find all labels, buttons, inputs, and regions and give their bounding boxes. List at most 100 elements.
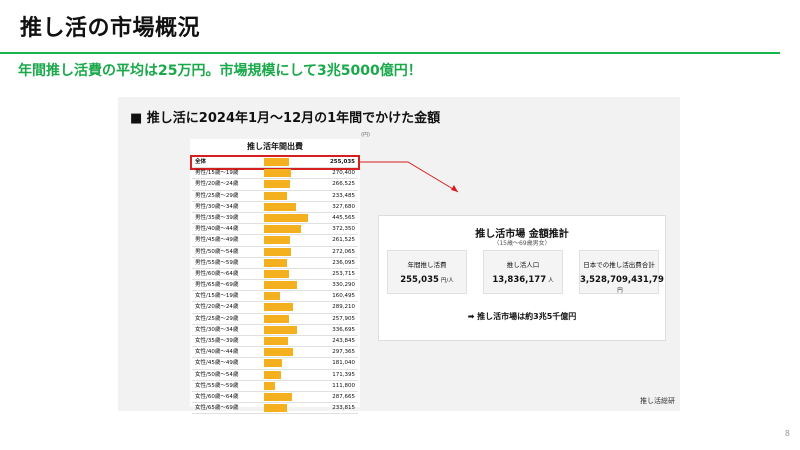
metric-label: 年間推し活費 <box>407 261 447 269</box>
spending-bar <box>264 292 280 301</box>
row-value: 270,400 <box>332 170 355 177</box>
spending-bar <box>264 191 288 200</box>
metric-unit: 円/人 <box>440 278 454 284</box>
spending-bar <box>264 269 290 278</box>
row-value: 181,040 <box>332 360 355 367</box>
metric-value: 3,528,709,431,79 <box>580 275 664 285</box>
table-unit: (円) <box>361 132 370 138</box>
table-row: 男性/35歳～39歳 445,565 <box>192 213 358 225</box>
row-value: 257,905 <box>332 315 355 322</box>
row-value: 372,350 <box>332 226 355 233</box>
spending-bar <box>264 236 290 245</box>
table-row: 男性/45歳～49歳 261,525 <box>192 235 358 247</box>
row-value: 445,565 <box>332 214 355 221</box>
table-row: 男性/55歳～59歳 236,095 <box>192 258 358 269</box>
title-divider <box>0 52 780 54</box>
row-label: 男性/35歳～39歳 <box>195 214 239 221</box>
connector-arrow <box>360 161 459 193</box>
row-label: 男性/20歳～24歳 <box>195 181 239 188</box>
table-row: 女性/50歳～54歳 171,395 <box>192 370 358 381</box>
market-conclusion: ➡ 推し活市場は約3兆5千億円 <box>467 312 577 321</box>
table-row: 男性/20歳～24歳 266,525 <box>192 179 358 191</box>
row-value: 327,680 <box>332 203 355 210</box>
source-label: 推し活総研 <box>640 397 675 405</box>
row-value: 261,525 <box>332 237 355 244</box>
row-label: 男性/40歳～44歳 <box>195 226 239 233</box>
row-value: 289,210 <box>332 304 355 311</box>
row-value: 171,395 <box>332 371 355 378</box>
table-row: 男性/40歳～44歳 372,350 <box>192 224 358 236</box>
table-row: 女性/15歳～19歳 160,495 <box>192 291 358 303</box>
metric-value: 13,836,177 <box>492 275 547 285</box>
table-rows: 全体 255,035 男性/15歳～19歳 270,400 男性/20歳～24歳 266,… <box>190 154 360 415</box>
spending-bar <box>264 359 282 368</box>
spending-bar <box>264 314 290 323</box>
row-value: 272,065 <box>332 248 355 255</box>
row-label: 男性/60歳～64歳 <box>195 270 239 277</box>
row-label: 女性/60歳～64歳 <box>195 393 239 400</box>
spending-bar <box>264 325 298 334</box>
row-value: 160,495 <box>332 293 355 300</box>
metric-card: 日本での推し活出費合計 3,528,709,431,79 円 <box>579 250 664 295</box>
table-row: 全体 255,035 <box>190 154 360 171</box>
row-value: 236,095 <box>332 259 355 266</box>
metric-label: 日本での推し活出費合計 <box>583 261 655 269</box>
metric-value-wrap: 255,035 円/人 <box>388 275 466 285</box>
spending-bar <box>264 247 291 256</box>
table-row: 男性/15歳～19歳 270,400 <box>192 168 358 180</box>
row-value: 297,365 <box>332 349 355 356</box>
metric-label: 推し活人口 <box>506 261 540 269</box>
table-row: 女性/60歳～64歳 287,665 <box>192 392 358 404</box>
row-label: 女性/30歳～34歳 <box>195 326 239 333</box>
row-label: 男性/65歳～69歳 <box>195 282 239 289</box>
row-value: 253,715 <box>332 270 355 277</box>
metric-value: 255,035 <box>400 275 439 285</box>
row-label: 全体 <box>195 159 207 165</box>
table-row: 男性/60歳～64歳 253,715 <box>192 269 358 281</box>
table-row: 女性/30歳～34歳 336,695 <box>192 325 358 336</box>
metric-unit: 人 <box>548 278 554 284</box>
spending-bar <box>264 392 293 401</box>
table-row: 男性/65歳～69歳 330,290 <box>192 280 358 292</box>
row-value: 111,800 <box>332 382 355 389</box>
table-title: 推し活年間出費 <box>247 142 303 151</box>
metric-value-wrap: 3,528,709,431,79 円 <box>580 275 664 295</box>
embedded-slide: ■ 推し活に2024年1月～12月の1年間でかけた金額 推し活年間出費 (円) … <box>118 97 680 415</box>
row-label: 男性/55歳～59歳 <box>195 259 239 266</box>
table-row: 男性/25歳～29歳 233,485 <box>192 191 358 202</box>
spending-bar <box>264 281 297 290</box>
page-subtitle: 年間推し活費の平均は25万円。市場規模にして3兆5000億円！ <box>18 63 422 79</box>
spending-bar <box>264 180 291 189</box>
row-label: 男性/50歳～54歳 <box>195 248 239 255</box>
table-row: 女性/40歳～44歳 297,365 <box>192 347 358 359</box>
row-label: 女性/45歳～49歳 <box>195 360 239 367</box>
table-row: 女性/20歳～24歳 289,210 <box>192 302 358 314</box>
table-row: 女性/45歳～49歳 181,040 <box>192 358 358 370</box>
slide-heading: ■ 推し活に2024年1月～12月の1年間でかけた金額 <box>130 111 441 126</box>
metric-value-wrap: 13,836,177 人 <box>484 275 562 285</box>
row-label: 男性/45歳～49歳 <box>195 237 239 244</box>
table-row: 女性/65歳～69歳 233,815 <box>192 403 358 415</box>
row-label: 男性/30歳～34歳 <box>195 203 239 210</box>
row-label: 女性/25歳～29歳 <box>195 315 239 322</box>
table-row: 男性/50歳～54歳 272,065 <box>192 247 358 258</box>
row-label: 女性/15歳～19歳 <box>195 293 239 300</box>
row-label: 男性/15歳～19歳 <box>195 170 239 177</box>
spending-bar <box>264 337 289 345</box>
row-label: 女性/55歳～59歳 <box>195 382 239 389</box>
spending-bar <box>264 381 276 390</box>
spending-bar <box>264 158 290 166</box>
table-row: 女性/55歳～59歳 111,800 <box>192 381 358 392</box>
spending-bar <box>264 404 288 413</box>
spending-bar <box>264 303 293 312</box>
metric-unit: 円 <box>617 288 623 294</box>
spending-bar <box>264 202 297 211</box>
market-estimate-panel: 推し活市場 金額推計 （15歳～69歳男女） 年間推し活費 255,035 円/人 推… <box>378 215 666 341</box>
row-label: 男性/25歳～29歳 <box>195 192 239 199</box>
row-label: 女性/40歳～44歳 <box>195 349 239 356</box>
spending-bar <box>264 258 288 267</box>
row-label: 女性/65歳～69歳 <box>195 405 239 412</box>
row-label: 女性/20歳～24歳 <box>195 304 239 311</box>
row-value: 233,815 <box>332 405 355 412</box>
table-row: 女性/25歳～29歳 257,905 <box>192 314 358 325</box>
